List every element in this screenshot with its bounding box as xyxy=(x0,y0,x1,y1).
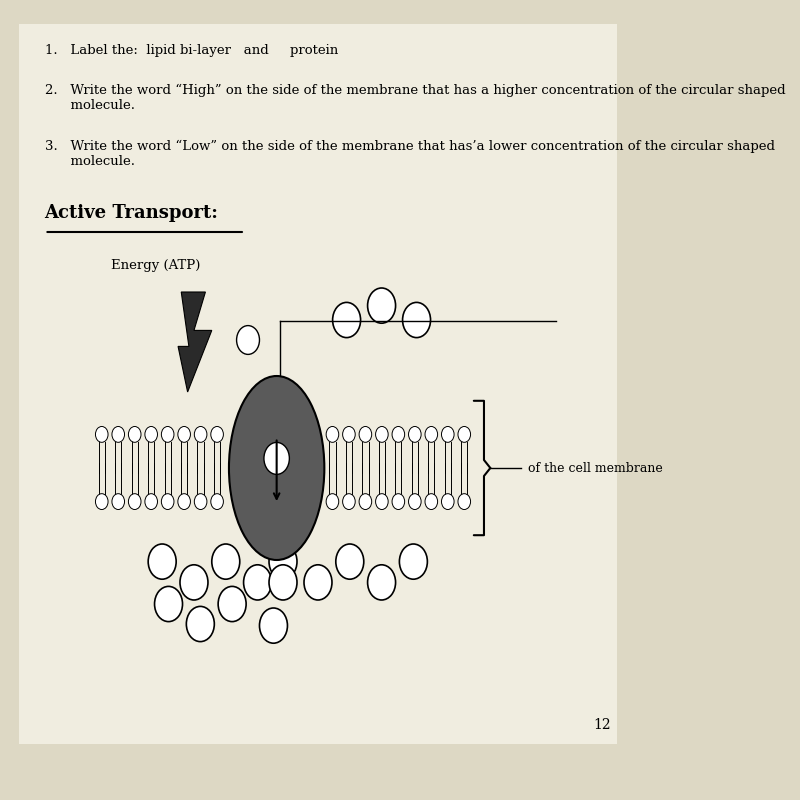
Text: 3.   Write the word “Low” on the side of the membrane that has’a lower concentra: 3. Write the word “Low” on the side of t… xyxy=(45,140,774,168)
Ellipse shape xyxy=(229,376,324,560)
Circle shape xyxy=(178,494,190,510)
Circle shape xyxy=(458,426,470,442)
Circle shape xyxy=(269,565,297,600)
Circle shape xyxy=(148,544,176,579)
Circle shape xyxy=(326,426,338,442)
Circle shape xyxy=(442,426,454,442)
Text: Energy (ATP): Energy (ATP) xyxy=(111,259,201,272)
Circle shape xyxy=(129,494,141,510)
Circle shape xyxy=(442,494,454,510)
Circle shape xyxy=(342,494,355,510)
Circle shape xyxy=(409,494,421,510)
Circle shape xyxy=(304,565,332,600)
Circle shape xyxy=(399,544,427,579)
Circle shape xyxy=(112,494,125,510)
Circle shape xyxy=(145,426,158,442)
Text: 12: 12 xyxy=(593,718,610,732)
Text: 2.   Write the word “High” on the side of the membrane that has a higher concent: 2. Write the word “High” on the side of … xyxy=(45,84,785,112)
Text: Active Transport:: Active Transport: xyxy=(45,204,218,222)
Circle shape xyxy=(326,494,338,510)
Text: 1.   Label the:  lipid bi-layer   and     protein: 1. Label the: lipid bi-layer and protein xyxy=(45,44,338,57)
Circle shape xyxy=(392,426,405,442)
Circle shape xyxy=(359,494,372,510)
Circle shape xyxy=(359,426,372,442)
Circle shape xyxy=(145,494,158,510)
Circle shape xyxy=(212,544,240,579)
Circle shape xyxy=(375,494,388,510)
Circle shape xyxy=(218,586,246,622)
Polygon shape xyxy=(178,292,212,392)
Circle shape xyxy=(129,426,141,442)
Circle shape xyxy=(186,606,214,642)
Circle shape xyxy=(458,494,470,510)
Circle shape xyxy=(336,544,364,579)
Circle shape xyxy=(264,442,290,474)
Circle shape xyxy=(95,494,108,510)
Circle shape xyxy=(243,565,271,600)
Circle shape xyxy=(178,426,190,442)
Circle shape xyxy=(375,426,388,442)
Circle shape xyxy=(259,608,287,643)
Circle shape xyxy=(425,494,438,510)
Circle shape xyxy=(211,426,223,442)
Circle shape xyxy=(211,494,223,510)
Circle shape xyxy=(194,426,207,442)
Circle shape xyxy=(367,565,395,600)
Circle shape xyxy=(112,426,125,442)
FancyBboxPatch shape xyxy=(19,24,617,744)
Circle shape xyxy=(95,426,108,442)
Circle shape xyxy=(392,494,405,510)
Circle shape xyxy=(367,288,395,323)
Circle shape xyxy=(154,586,182,622)
Circle shape xyxy=(342,426,355,442)
Circle shape xyxy=(409,426,421,442)
Circle shape xyxy=(162,494,174,510)
Circle shape xyxy=(237,326,259,354)
Circle shape xyxy=(269,544,297,579)
Text: of the cell membrane: of the cell membrane xyxy=(528,462,662,474)
Circle shape xyxy=(425,426,438,442)
Circle shape xyxy=(194,494,207,510)
Circle shape xyxy=(402,302,430,338)
Circle shape xyxy=(333,302,361,338)
Circle shape xyxy=(162,426,174,442)
Circle shape xyxy=(180,565,208,600)
